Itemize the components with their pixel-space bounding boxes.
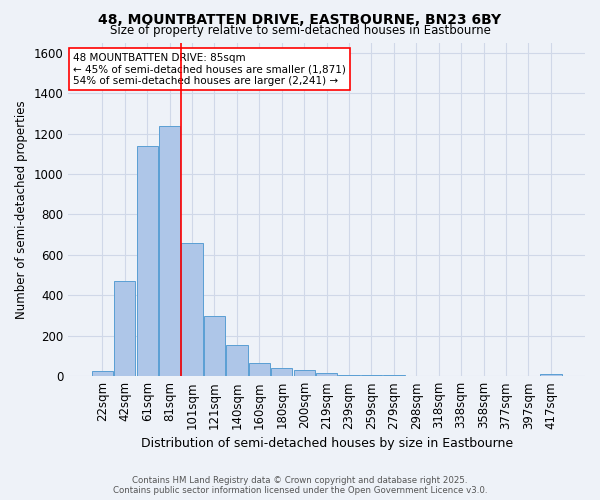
Bar (293, 370, 315, 376)
Bar (361, 375, 382, 376)
Bar (226, 345, 248, 376)
Text: 48, MOUNTBATTEN DRIVE, EASTBOURNE, BN23 6BY: 48, MOUNTBATTEN DRIVE, EASTBOURNE, BN23 … (98, 12, 502, 26)
Y-axis label: Number of semi-detached properties: Number of semi-detached properties (15, 100, 28, 318)
Bar (92, 371, 113, 376)
Bar (159, 126, 180, 376)
Bar (137, 146, 158, 376)
Bar (316, 372, 337, 376)
X-axis label: Distribution of semi-detached houses by size in Eastbourne: Distribution of semi-detached houses by … (140, 437, 512, 450)
Bar (271, 368, 292, 376)
Bar (248, 363, 270, 376)
Bar (540, 374, 562, 376)
Bar (181, 242, 203, 376)
Bar (383, 374, 404, 376)
Bar (114, 281, 136, 376)
Bar (338, 374, 359, 376)
Text: Contains HM Land Registry data © Crown copyright and database right 2025.
Contai: Contains HM Land Registry data © Crown c… (113, 476, 487, 495)
Text: Size of property relative to semi-detached houses in Eastbourne: Size of property relative to semi-detach… (110, 24, 490, 37)
Text: 48 MOUNTBATTEN DRIVE: 85sqm
← 45% of semi-detached houses are smaller (1,871)
54: 48 MOUNTBATTEN DRIVE: 85sqm ← 45% of sem… (73, 52, 346, 86)
Bar (204, 316, 225, 376)
